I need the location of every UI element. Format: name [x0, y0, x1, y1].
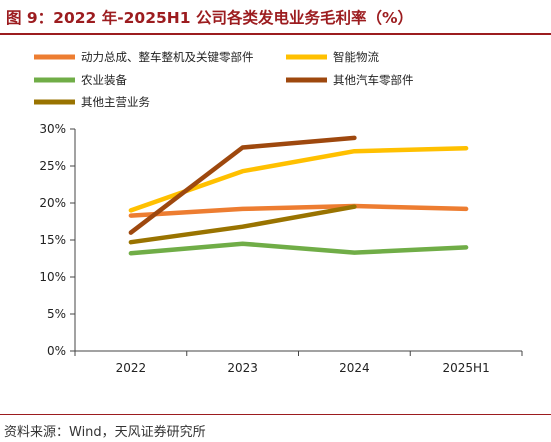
- y-tick-label: 30%: [39, 122, 66, 136]
- series-line: [128, 204, 357, 245]
- legend-item: 其他主营业务: [34, 95, 150, 109]
- y-tick-label: 10%: [39, 270, 66, 284]
- x-tick-label: 2022: [116, 361, 147, 375]
- x-tick-label: 2023: [227, 361, 258, 375]
- y-tick-label: 20%: [39, 196, 66, 210]
- source-rule: [0, 414, 551, 415]
- series-line: [128, 135, 357, 235]
- x-tick-label: 2025H1: [443, 361, 490, 375]
- legend-item: 智能物流: [286, 50, 379, 64]
- y-tick-label: 15%: [39, 233, 66, 247]
- chart-title: 图 9：2022 年-2025H1 公司各类发电业务毛利率（%）: [6, 9, 413, 27]
- series-line: [128, 241, 469, 256]
- x-tick-label: 2024: [339, 361, 370, 375]
- legend-item: 农业装备: [34, 73, 127, 87]
- title-rule: [0, 33, 551, 35]
- legend-label: 其他主营业务: [81, 95, 150, 109]
- series-line: [128, 145, 469, 213]
- legend-label: 其他汽车零部件: [333, 73, 414, 87]
- legend-label: 智能物流: [333, 50, 379, 64]
- chart-lines: [128, 135, 469, 256]
- y-tick-label: 0%: [47, 344, 66, 358]
- series-line: [128, 203, 469, 218]
- chart-axes: 0% 5% 10% 15% 20% 25% 30% 2022 2023 2024 2025H1: [39, 122, 523, 375]
- legend-label: 动力总成、整车整机及关键零部件: [81, 50, 254, 64]
- legend-item: 动力总成、整车整机及关键零部件: [34, 50, 254, 64]
- legend-item: 其他汽车零部件: [286, 73, 414, 87]
- y-tick-label: 25%: [39, 159, 66, 173]
- y-tick-label: 5%: [47, 307, 66, 321]
- source-note: 资料来源：Wind，天风证券研究所: [4, 425, 206, 440]
- legend-label: 农业装备: [81, 73, 127, 87]
